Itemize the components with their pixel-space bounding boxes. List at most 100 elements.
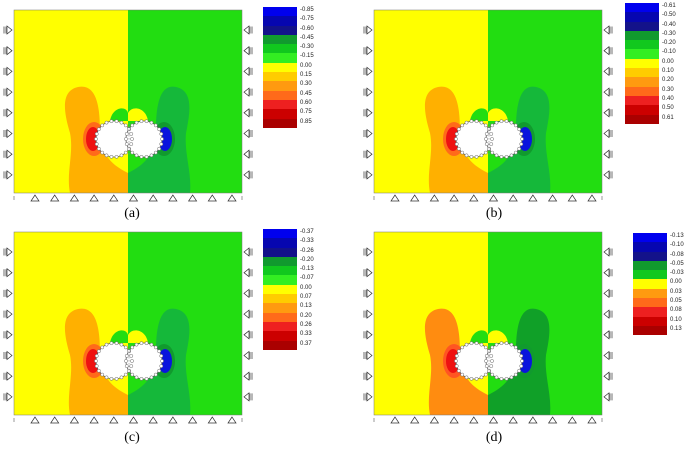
legend-swatch — [625, 114, 659, 124]
boundary-node — [489, 364, 494, 368]
boundary-node — [129, 132, 134, 136]
legend-swatch — [263, 118, 297, 128]
legend-swatch — [263, 321, 297, 332]
left-roller-support — [363, 149, 373, 159]
bottom-pin-support — [187, 194, 198, 202]
legend-swatch — [625, 40, 659, 50]
left-roller-support — [3, 309, 13, 319]
boundary-node — [119, 120, 124, 125]
legend-value: 0.05 — [670, 298, 682, 305]
right-roller-support — [243, 288, 253, 299]
right-roller-support — [603, 149, 613, 159]
legend-swatch — [633, 307, 667, 317]
bottom-pin-support — [50, 194, 60, 202]
boundary-node — [494, 120, 499, 125]
bottom-pin-support — [508, 416, 518, 424]
boundary-node — [139, 154, 144, 159]
bottom-pin-support — [89, 416, 99, 424]
contour-plot — [3, 231, 253, 424]
right-roller-support — [243, 66, 253, 77]
boundary-node — [153, 345, 158, 350]
boundary-node — [460, 123, 465, 128]
legend-value: 0.20 — [662, 77, 674, 84]
boundary-node — [484, 354, 489, 358]
right-roller-support — [603, 128, 613, 139]
legend-value: 0.37 — [300, 340, 312, 347]
boundary-node — [130, 359, 134, 363]
legend-value: 0.13 — [300, 303, 312, 310]
boundary-node — [509, 375, 514, 380]
left-roller-support — [3, 392, 13, 402]
green-patch — [470, 330, 488, 343]
left-roller-support — [363, 128, 373, 139]
bottom-pin-support — [207, 416, 217, 424]
legend-swatch — [625, 58, 659, 69]
caption-b: (b) — [485, 206, 503, 221]
left-roller-support — [3, 108, 13, 118]
bottom-pin-support — [109, 416, 119, 424]
legend-value: 0.15 — [300, 72, 312, 79]
boundary-node — [479, 120, 484, 125]
bottom-pin-support — [128, 416, 139, 424]
caption-d: (d) — [485, 430, 503, 445]
legend-swatch — [625, 49, 659, 59]
legend-value: 0.20 — [300, 312, 312, 319]
boundary-node — [123, 372, 128, 377]
left-roller-support — [3, 66, 13, 77]
boundary-node — [464, 375, 469, 380]
bottom-pin-support — [410, 416, 420, 424]
legend-swatch — [263, 99, 297, 110]
legend-value: 0.00 — [670, 279, 682, 286]
right-roller-support — [243, 392, 253, 402]
legend-value: -0.37 — [300, 229, 314, 235]
yellow-patch — [488, 108, 508, 121]
bottom-pin-support — [148, 416, 158, 424]
boundary-node — [129, 364, 134, 368]
legend-swatch — [263, 7, 297, 17]
legend-swatch — [633, 242, 667, 252]
boundary-node — [149, 120, 154, 125]
legend-swatch — [263, 294, 297, 304]
boundary-node — [513, 372, 518, 377]
boundary-node — [494, 342, 499, 347]
boundary-node — [130, 150, 135, 155]
boundary-node — [454, 354, 459, 358]
legend-value: 0.61 — [662, 114, 674, 121]
boundary-node — [134, 153, 139, 158]
boundary-node — [504, 376, 509, 381]
boundary-node — [94, 354, 99, 358]
boundary-node — [494, 153, 499, 158]
legend-swatch — [625, 77, 659, 87]
boundary-node — [144, 119, 149, 124]
boundary-node — [489, 132, 494, 136]
boundary-node — [104, 342, 109, 347]
legend-swatch — [263, 72, 297, 82]
boundary-node — [460, 345, 465, 350]
bottom-pin-support — [69, 416, 80, 424]
domain-frame — [373, 9, 603, 194]
boundary-node — [153, 150, 158, 155]
yellow-patch — [128, 108, 148, 121]
boundary-node — [149, 342, 154, 347]
boundary-node — [94, 137, 98, 141]
legend-swatch — [263, 44, 297, 54]
bottom-pin-support — [528, 194, 538, 202]
bottom-pin-support — [128, 194, 139, 202]
legend-swatch — [625, 105, 659, 115]
right-roller-support — [603, 309, 613, 319]
left-roller-support — [363, 267, 373, 278]
boundary-node — [504, 154, 509, 159]
boundary-node — [114, 376, 119, 381]
boundary-node — [94, 142, 99, 146]
boundary-node — [100, 150, 105, 155]
bottom-pin-support — [148, 194, 158, 202]
legend-value: -0.26 — [300, 247, 314, 254]
domain-frame — [13, 231, 243, 416]
legend-value: -0.61 — [662, 3, 676, 9]
legend-value: -0.40 — [662, 21, 676, 28]
bottom-pin-support — [50, 416, 60, 424]
left-roller-support — [363, 170, 373, 180]
boundary-node — [499, 119, 504, 124]
boundary-node — [114, 154, 119, 159]
right-roller-support — [243, 247, 253, 257]
